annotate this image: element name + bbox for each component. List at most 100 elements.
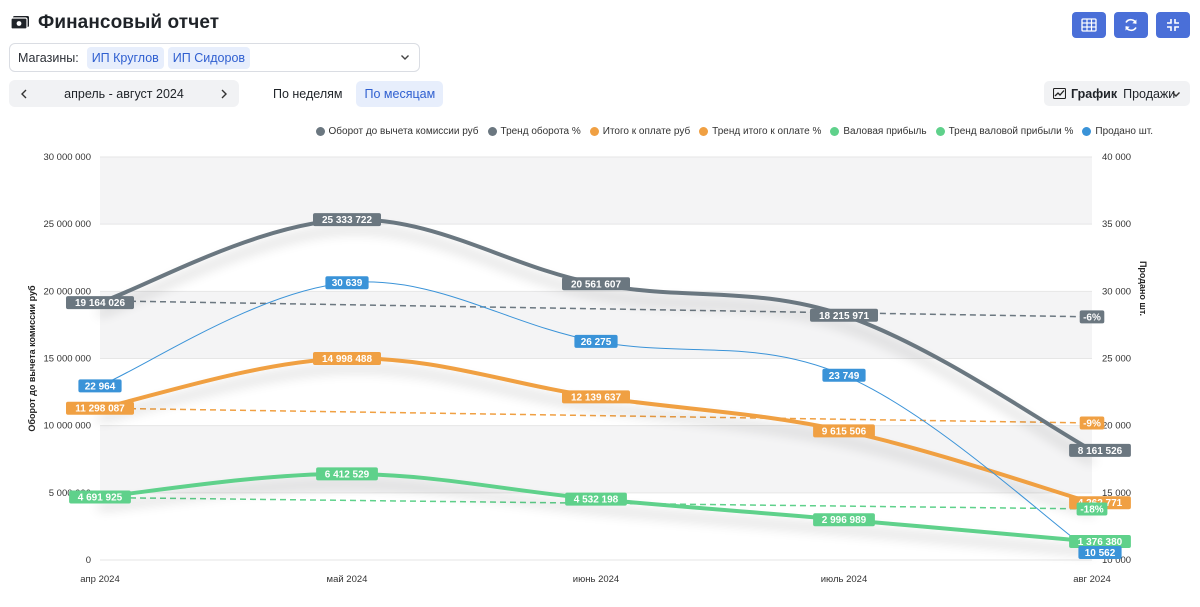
legend-label: Тренд валовой прибыли %	[948, 126, 1074, 137]
data-label-text: 1 376 380	[1078, 537, 1123, 548]
data-label-text: 11 298 087	[75, 404, 125, 415]
data-label-bg	[69, 490, 131, 504]
x-tick-label: июль 2024	[821, 574, 868, 585]
store-chip[interactable]: ИП Круглов	[86, 46, 164, 69]
data-label-bg	[316, 467, 378, 481]
trend-label: -6%	[1079, 310, 1105, 324]
data-label: 12 139 637	[562, 390, 630, 403]
legend-item[interactable]: Продано шт.	[1082, 126, 1153, 137]
data-label-text: 25 333 722	[322, 215, 372, 226]
chevron-left-icon	[21, 89, 27, 98]
y-left-axis-title: Оборот до вычета комиссии руб	[27, 285, 37, 432]
chevron-down-icon	[1172, 92, 1180, 97]
export-excel-button[interactable]	[1072, 12, 1106, 38]
chart-select-value: Продажи	[1123, 86, 1176, 101]
data-label-text: 6 412 529	[325, 469, 370, 480]
data-label: 10 562	[1078, 545, 1122, 559]
y-left-tick-label: 30 000 000	[43, 152, 91, 163]
data-label: 2 996 989	[813, 513, 875, 527]
data-label: 26 275	[574, 334, 618, 348]
store-chip[interactable]: ИП Сидоров	[167, 46, 251, 69]
y-right-tick-label: 20 000	[1102, 421, 1131, 432]
data-label: 1 376 380	[1069, 535, 1131, 549]
data-label-text: 18 215 971	[819, 311, 869, 322]
page-title: Финансовый отчет	[38, 12, 220, 33]
page-header: Финансовый отчет	[10, 10, 1190, 40]
data-label: 9 615 506	[813, 424, 875, 438]
data-label-text: 10 562	[1085, 548, 1116, 559]
legend-item[interactable]: Тренд валовой прибыли %	[935, 126, 1074, 137]
data-label: 20 561 607	[562, 277, 630, 291]
chevron-down-icon[interactable]	[399, 51, 411, 63]
legend-item[interactable]: Оборот до вычета комиссии руб	[315, 126, 479, 137]
legend-dot	[935, 127, 945, 136]
legend-item[interactable]: Итого к оплате руб	[589, 126, 691, 137]
legend-dot	[487, 127, 497, 136]
legend-item[interactable]: Валовая прибыль	[830, 126, 927, 137]
legend-dot	[1082, 127, 1092, 136]
data-label-bg	[565, 492, 627, 506]
data-label-bg	[574, 334, 618, 348]
data-label-text: 19 164 026	[75, 298, 125, 309]
data-label-text: 8 161 526	[1078, 446, 1123, 457]
legend-dot	[315, 127, 325, 136]
y-right-tick-label: 35 000	[1102, 219, 1131, 230]
data-label-text: 20 561 607	[571, 279, 621, 290]
data-label-text: 9 615 506	[822, 426, 867, 437]
data-label-bg	[1078, 545, 1122, 559]
trend-label-bg	[1079, 310, 1105, 324]
trend-label: -18%	[1076, 502, 1108, 516]
data-label-bg	[1069, 443, 1131, 457]
table-icon	[1081, 18, 1097, 32]
y-left-tick-label: 25 000 000	[43, 219, 91, 230]
tab-months[interactable]: По месяцам	[356, 81, 444, 107]
data-label-text: 30 639	[332, 278, 363, 289]
legend-label: Итого к оплате руб	[602, 126, 691, 137]
y-right-tick-label: 30 000	[1102, 286, 1131, 297]
data-label-text: 4 532 198	[574, 495, 619, 506]
y-right-tick-label: 10 000	[1102, 555, 1131, 566]
trend-line	[99, 407, 1093, 424]
next-period-button[interactable]	[219, 88, 229, 100]
data-label: 30 639	[325, 276, 369, 290]
chart-icon	[1053, 88, 1066, 99]
collapse-icon	[1167, 19, 1179, 31]
data-label: 4 691 925	[69, 490, 131, 504]
tab-weeks[interactable]: По неделям	[273, 87, 343, 101]
data-label-text: 2 996 989	[822, 515, 867, 526]
data-label-bg	[66, 401, 134, 415]
trend-label-text: -9%	[1083, 418, 1101, 429]
stores-select[interactable]: Магазины: ИП Круглов ИП Сидоров	[9, 43, 420, 72]
trend-line	[99, 299, 1093, 318]
data-label-text: 12 139 637	[571, 392, 621, 403]
trend-label: -9%	[1079, 416, 1105, 430]
data-label-bg	[78, 379, 122, 393]
chevron-right-icon	[221, 89, 227, 98]
data-label-text: 26 275	[581, 337, 612, 348]
chart-legend: Оборот до вычета комиссии руб Тренд обор…	[315, 126, 1153, 137]
legend-dot	[699, 127, 709, 136]
header-actions	[1072, 12, 1190, 38]
legend-label: Тренд оборота %	[500, 126, 581, 137]
chart-type-select[interactable]: График Продажи	[1044, 81, 1190, 106]
data-label: 4 532 198	[565, 492, 627, 506]
y-left-tick-label: 15 000 000	[43, 354, 91, 365]
prev-period-button[interactable]	[19, 88, 29, 100]
period-label: апрель - август 2024	[64, 86, 184, 101]
data-label-bg	[325, 276, 369, 290]
data-label-text: 22 964	[85, 381, 116, 392]
x-tick-label: авг 2024	[1073, 574, 1111, 585]
title-wrap: Финансовый отчет	[10, 12, 219, 34]
trend-label-text: -6%	[1083, 312, 1101, 323]
data-label: 8 161 526	[1069, 443, 1131, 457]
y-left-tick-label: 0	[86, 555, 91, 566]
y-left-tick-label: 20 000 000	[43, 286, 91, 297]
data-label-bg	[1069, 535, 1131, 549]
plot-band	[100, 425, 1092, 493]
legend-item[interactable]: Тренд оборота %	[487, 126, 581, 137]
data-label: 11 298 087	[66, 401, 134, 415]
legend-item[interactable]: Тренд итого к оплате %	[699, 126, 821, 137]
collapse-button[interactable]	[1156, 12, 1190, 38]
refresh-button[interactable]	[1114, 12, 1148, 38]
data-label: 19 164 026	[66, 296, 134, 310]
